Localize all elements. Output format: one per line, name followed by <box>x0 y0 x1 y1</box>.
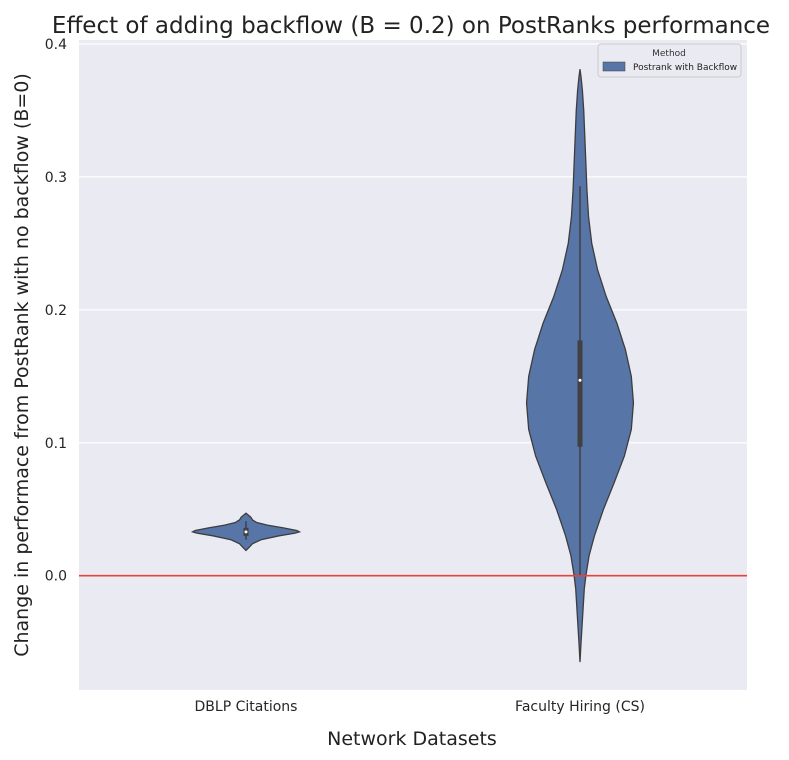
legend: Method Postrank with Backflow <box>597 43 742 78</box>
violin-faculty-hiring <box>525 69 635 663</box>
y-tick-label: 0.2 <box>45 303 67 319</box>
x-tick-label: DBLP Citations <box>195 699 298 715</box>
violin-iqr-box <box>577 340 583 447</box>
violin-median-marker <box>578 378 582 382</box>
y-tick-label: 0.4 <box>45 37 67 53</box>
y-tick-label: 0.1 <box>45 436 67 452</box>
violin-dblp-citations <box>190 512 302 552</box>
legend-title: Method <box>652 49 686 59</box>
legend-entry: Postrank with Backflow <box>633 63 737 73</box>
legend-swatch <box>602 61 626 72</box>
y-axis-label: Change in performace from PostRank with … <box>11 73 33 657</box>
plot-area <box>79 40 747 690</box>
y-tick-label: 0.0 <box>45 569 67 585</box>
x-tick-label: Faculty Hiring (CS) <box>515 699 645 715</box>
violin-median-marker <box>244 530 248 534</box>
chart-title: Effect of adding backflow (B = 0.2) on P… <box>52 13 770 39</box>
violins <box>190 69 635 663</box>
x-tick-labels: DBLP Citations Faculty Hiring (CS) <box>195 699 645 715</box>
x-axis-label: Network Datasets <box>327 728 497 750</box>
legend-box <box>597 43 742 78</box>
y-tick-labels: 0.0 0.1 0.2 0.3 0.4 <box>45 37 67 585</box>
y-tick-label: 0.3 <box>45 170 67 186</box>
